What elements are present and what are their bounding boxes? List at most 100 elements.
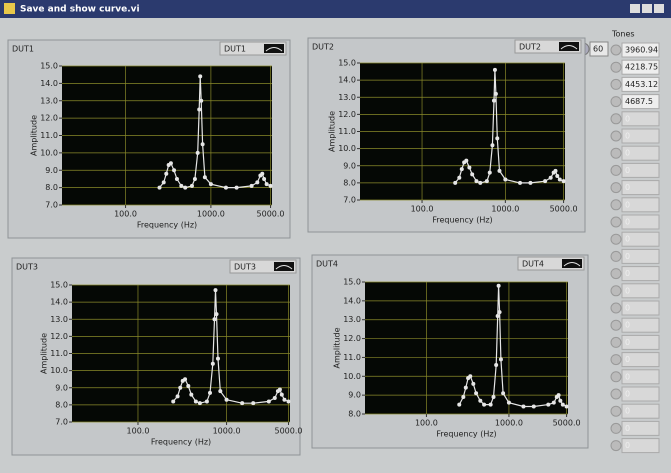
plot-area — [365, 282, 568, 414]
plot-point — [213, 288, 217, 292]
x-tick-label: 5000.0 — [550, 205, 578, 214]
x-tick-label: 1000.0 — [213, 427, 241, 436]
minimize-button[interactable] — [630, 4, 640, 13]
plot-point — [496, 314, 500, 318]
tone-spinner — [611, 389, 621, 399]
plot-point — [543, 179, 547, 183]
y-tick-label: 12.0 — [50, 332, 68, 341]
plot-point — [467, 165, 471, 169]
legend-swatch — [274, 262, 294, 271]
plot-point — [224, 186, 228, 190]
plot-point — [183, 186, 187, 190]
tone-spinner — [611, 200, 621, 210]
y-tick-label: 11.0 — [40, 131, 58, 140]
x-tick-label: 100.0 — [114, 210, 137, 219]
plot-point — [464, 386, 468, 390]
plot-point — [183, 377, 187, 381]
plot-point — [546, 403, 550, 407]
x-axis-label: Frequency (Hz) — [432, 216, 492, 225]
tone-spinner — [611, 148, 621, 158]
y-tick-label: 10.0 — [50, 366, 68, 375]
plot-point — [552, 401, 556, 405]
tone-value: 0 — [625, 218, 630, 227]
tone-spinner — [611, 251, 621, 261]
plot-point — [225, 398, 229, 402]
tone-spinner — [611, 45, 621, 55]
plot-point — [485, 179, 489, 183]
tone-spinner — [611, 131, 621, 141]
tone-value: 0 — [625, 200, 630, 209]
plot-point — [282, 398, 286, 402]
plot-point — [235, 186, 239, 190]
tone-spinner — [611, 62, 621, 72]
y-tick-label: 13.0 — [338, 93, 356, 102]
plot-point — [171, 399, 175, 403]
tone-spinner — [611, 303, 621, 313]
tone-value: 0 — [625, 166, 630, 175]
plot-point — [216, 357, 220, 361]
y-tick-label: 11.0 — [338, 127, 356, 136]
plot-point — [211, 362, 215, 366]
tone-spinner — [611, 97, 621, 107]
front-panel: Save and show curve.vi Tones 60 3960.944… — [0, 0, 671, 473]
plot-point — [162, 180, 166, 184]
plot-point — [492, 99, 496, 103]
plot-point — [194, 399, 198, 403]
y-tick-label: 15.0 — [343, 278, 361, 287]
y-tick-label: 14.0 — [338, 76, 356, 85]
tone-value: 0 — [625, 321, 630, 330]
labview-window: Save and show curve.vi Tones 60 3960.944… — [0, 0, 671, 473]
plot-point — [561, 403, 565, 407]
x-axis-label: Frequency (Hz) — [436, 430, 496, 439]
plot-point — [178, 386, 182, 390]
plot-point — [498, 310, 502, 314]
plot-point — [265, 182, 269, 186]
y-tick-label: 14.0 — [40, 79, 58, 88]
plot-point — [490, 143, 494, 147]
tone-spinner — [611, 79, 621, 89]
legend-label: DUT1 — [224, 45, 246, 54]
graph-label: DUT4 — [316, 260, 338, 269]
y-tick-label: 10.0 — [338, 144, 356, 153]
x-tick-label: 1000.0 — [495, 419, 523, 428]
y-tick-label: 13.0 — [343, 315, 361, 324]
y-tick-label: 12.0 — [338, 110, 356, 119]
close-button[interactable] — [654, 4, 664, 13]
plot-point — [208, 391, 212, 395]
plot-point — [489, 403, 493, 407]
plot-point — [501, 391, 505, 395]
tone-spinner — [611, 372, 621, 382]
plot-point — [482, 403, 486, 407]
plot-point — [218, 389, 222, 393]
y-tick-label: 15.0 — [338, 59, 356, 68]
plot-point — [260, 172, 264, 176]
plot-point — [203, 175, 207, 179]
y-tick-label: 9.0 — [348, 391, 361, 400]
x-axis-label: Frequency (Hz) — [137, 221, 197, 230]
y-tick-label: 12.0 — [343, 334, 361, 343]
plot-point — [251, 401, 255, 405]
plot-point — [198, 401, 202, 405]
tone-value: 0 — [625, 441, 630, 450]
plot-point — [497, 169, 501, 173]
tone-spinner — [611, 114, 621, 124]
tone-value: 0 — [625, 252, 630, 261]
tone-value: 0 — [625, 372, 630, 381]
y-tick-label: 7.0 — [343, 196, 356, 205]
y-tick-label: 9.0 — [343, 161, 356, 170]
plot-point — [193, 177, 197, 181]
y-tick-label: 8.0 — [343, 178, 356, 187]
plot-point — [497, 284, 501, 288]
tone-value: 0 — [625, 338, 630, 347]
plot-point — [555, 174, 559, 178]
graph-label: DUT1 — [12, 45, 34, 54]
plot-point — [176, 394, 180, 398]
tone-value: 3960.94 — [625, 46, 658, 55]
plot-point — [269, 184, 273, 188]
y-axis-label: Amplitude — [30, 115, 39, 156]
tone-value: 0 — [625, 304, 630, 313]
tone-value: 0 — [625, 149, 630, 158]
maximize-button[interactable] — [642, 4, 652, 13]
x-tick-label: 100.0 — [127, 427, 150, 436]
tone-value: 0 — [625, 235, 630, 244]
